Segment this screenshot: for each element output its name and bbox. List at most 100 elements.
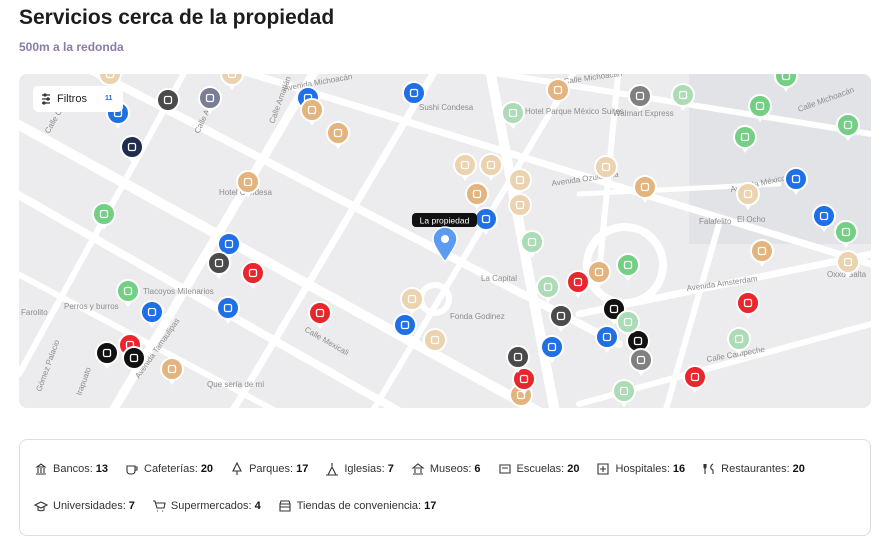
service-pin[interactable] bbox=[326, 121, 350, 149]
pin-icon bbox=[214, 258, 224, 268]
pin-body bbox=[836, 250, 860, 274]
pin-icon bbox=[619, 386, 629, 396]
pin-body bbox=[736, 291, 760, 315]
street-label: Hotel Parque México Suites bbox=[525, 107, 624, 116]
pin-body bbox=[122, 346, 146, 370]
service-pin[interactable] bbox=[122, 346, 146, 374]
service-pin[interactable] bbox=[92, 202, 116, 230]
pin-body bbox=[479, 153, 503, 177]
service-pin[interactable] bbox=[241, 261, 265, 289]
service-pin[interactable] bbox=[629, 348, 653, 376]
legend-icon bbox=[498, 464, 511, 474]
street-label: Fonda Godinez bbox=[450, 312, 505, 321]
service-pin[interactable] bbox=[733, 125, 757, 153]
service-pin[interactable] bbox=[736, 182, 760, 210]
service-pin[interactable] bbox=[220, 74, 244, 90]
service-pin[interactable] bbox=[400, 287, 424, 315]
pin-body bbox=[465, 182, 489, 206]
service-pin[interactable] bbox=[536, 275, 560, 303]
pin-icon bbox=[543, 282, 553, 292]
service-pin[interactable] bbox=[812, 204, 836, 232]
service-pin[interactable] bbox=[393, 313, 417, 341]
service-pin[interactable] bbox=[402, 81, 426, 109]
service-pin[interactable] bbox=[540, 335, 564, 363]
service-pin[interactable] bbox=[546, 78, 570, 106]
legend-count: 20 bbox=[567, 463, 580, 475]
legend-item: Universidades: 7 bbox=[34, 499, 135, 513]
pin-body bbox=[402, 81, 426, 105]
service-pin[interactable] bbox=[628, 84, 652, 112]
service-pin[interactable] bbox=[736, 291, 760, 319]
service-pin[interactable] bbox=[520, 230, 544, 258]
pin-body bbox=[220, 74, 244, 86]
service-pin[interactable] bbox=[774, 74, 798, 92]
service-pin[interactable] bbox=[727, 327, 751, 355]
service-pin[interactable] bbox=[508, 193, 532, 221]
service-pin[interactable] bbox=[506, 345, 530, 373]
service-pin[interactable] bbox=[748, 94, 772, 122]
pin-body bbox=[594, 155, 618, 179]
service-pin[interactable] bbox=[160, 357, 184, 385]
service-pin[interactable] bbox=[750, 239, 774, 267]
service-pin[interactable] bbox=[308, 301, 332, 329]
service-pin[interactable] bbox=[683, 365, 707, 393]
street-label: Farolito bbox=[21, 308, 48, 317]
service-pin[interactable] bbox=[633, 175, 657, 203]
service-pin[interactable] bbox=[465, 182, 489, 210]
service-pin[interactable] bbox=[207, 251, 231, 279]
service-pin[interactable] bbox=[156, 88, 180, 116]
service-pin[interactable] bbox=[616, 253, 640, 281]
service-pin[interactable] bbox=[479, 153, 503, 181]
service-pin[interactable] bbox=[595, 325, 619, 353]
service-pin[interactable] bbox=[671, 83, 695, 111]
pin-body bbox=[595, 325, 619, 349]
service-pin[interactable] bbox=[549, 304, 573, 332]
pin-icon bbox=[519, 374, 529, 384]
pin-icon bbox=[227, 74, 237, 79]
filter-button[interactable]: Filtros 11 bbox=[33, 86, 123, 112]
legend-label: Tiendas de conveniencia: bbox=[296, 500, 422, 512]
filter-label[interactable]: Filtros bbox=[57, 93, 87, 105]
service-pin[interactable] bbox=[198, 86, 222, 114]
pin-icon bbox=[740, 132, 750, 142]
property-marker[interactable]: La propiedad bbox=[412, 213, 477, 264]
service-pin[interactable] bbox=[508, 168, 532, 196]
pin-body bbox=[612, 379, 636, 403]
legend-icon bbox=[411, 463, 425, 475]
pin-body bbox=[784, 167, 808, 191]
service-pin[interactable] bbox=[594, 155, 618, 183]
pin-body bbox=[501, 101, 525, 125]
service-pin[interactable] bbox=[116, 279, 140, 307]
pin-body bbox=[736, 182, 760, 206]
service-pin[interactable] bbox=[501, 101, 525, 129]
service-pin[interactable] bbox=[236, 170, 260, 198]
service-pin[interactable] bbox=[616, 310, 640, 338]
service-pin[interactable] bbox=[120, 135, 144, 163]
pin-icon bbox=[553, 85, 563, 95]
service-pin[interactable] bbox=[784, 167, 808, 195]
legend-item: Iglesias: 7 bbox=[325, 462, 394, 476]
service-pin[interactable] bbox=[836, 250, 860, 278]
pin-body bbox=[587, 260, 611, 284]
service-pin[interactable] bbox=[95, 341, 119, 369]
pin-icon bbox=[147, 307, 157, 317]
service-pin[interactable] bbox=[834, 220, 858, 248]
pin-body bbox=[92, 202, 116, 226]
service-pin[interactable] bbox=[423, 328, 447, 356]
service-pin[interactable] bbox=[836, 113, 860, 141]
street-label: La Capital bbox=[481, 274, 517, 283]
service-pin[interactable] bbox=[512, 367, 536, 395]
service-pin[interactable] bbox=[566, 270, 590, 298]
pin-icon bbox=[333, 128, 343, 138]
service-pin[interactable] bbox=[453, 153, 477, 181]
pin-icon bbox=[224, 239, 234, 249]
service-pin[interactable] bbox=[300, 98, 324, 126]
service-pin[interactable] bbox=[612, 379, 636, 407]
service-pin[interactable] bbox=[216, 296, 240, 324]
legend-item: Tiendas de conveniencia: 17 bbox=[278, 499, 436, 513]
service-pin[interactable] bbox=[140, 300, 164, 328]
service-pin[interactable] bbox=[587, 260, 611, 288]
pin-icon bbox=[105, 74, 115, 79]
service-pin[interactable] bbox=[98, 74, 122, 90]
